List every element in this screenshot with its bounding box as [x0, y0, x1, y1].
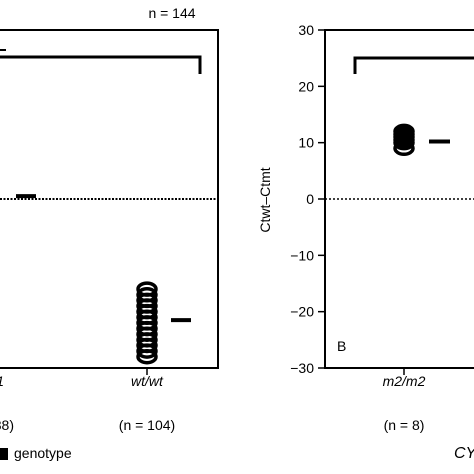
panel-b-y-axis: 30 20 10 0 −10 −20 −30	[290, 22, 325, 376]
panel-a-category-label-wt: wt/wt	[131, 373, 164, 389]
panel-b-xlabel: CY	[454, 445, 474, 462]
panel-a-xlabel-cropped-letter	[0, 448, 8, 460]
panel-b-y-tick-label: −10	[290, 247, 314, 263]
panel-a: n = 144 m1 wt/wt (n = 38) (n = 104) geno…	[0, 5, 219, 461]
panel-b: 30 20 10 0 −10 −20 −30 Ctwt–Ctmt B m2/m2 (n = …	[257, 22, 474, 462]
panel-b-y-tick-label: 30	[298, 22, 314, 38]
panel-a-wt-data-point	[136, 348, 158, 365]
panel-b-label: B	[337, 338, 346, 354]
panel-b-y-tick-label: −20	[290, 304, 314, 320]
panel-b-y-tick-label: 20	[298, 78, 314, 94]
panel-b-y-tick-label: 10	[298, 135, 314, 151]
panel-a-comparison-bracket	[0, 55, 202, 74]
panel-a-n-total: n = 144	[148, 5, 195, 21]
panel-b-y-axis-label: Ctwt–Ctmt	[257, 167, 273, 232]
panel-b-category-label-m2: m2/m2	[383, 373, 426, 389]
panel-a-category-label-m1: m1	[0, 373, 4, 389]
panel-b-y-tick-label: −30	[290, 360, 314, 376]
panel-a-count-m1: (n = 38)	[0, 417, 14, 433]
panel-b-y-tick-label: 0	[306, 191, 314, 207]
panel-a-frame	[0, 29, 219, 369]
panel-b-count-m2: (n = 8)	[384, 417, 425, 433]
panel-a-marks	[16, 194, 191, 365]
panel-b-comparison-bracket	[353, 56, 474, 74]
panel-a-xlabel: genotype	[14, 445, 72, 461]
panel-b-marks	[393, 123, 450, 157]
panel-a-wt-data-point	[136, 343, 158, 359]
panel-b-m2-data-point	[393, 123, 415, 140]
panel-b-frame	[324, 29, 474, 369]
panel-a-count-wt: (n = 104)	[119, 417, 175, 433]
